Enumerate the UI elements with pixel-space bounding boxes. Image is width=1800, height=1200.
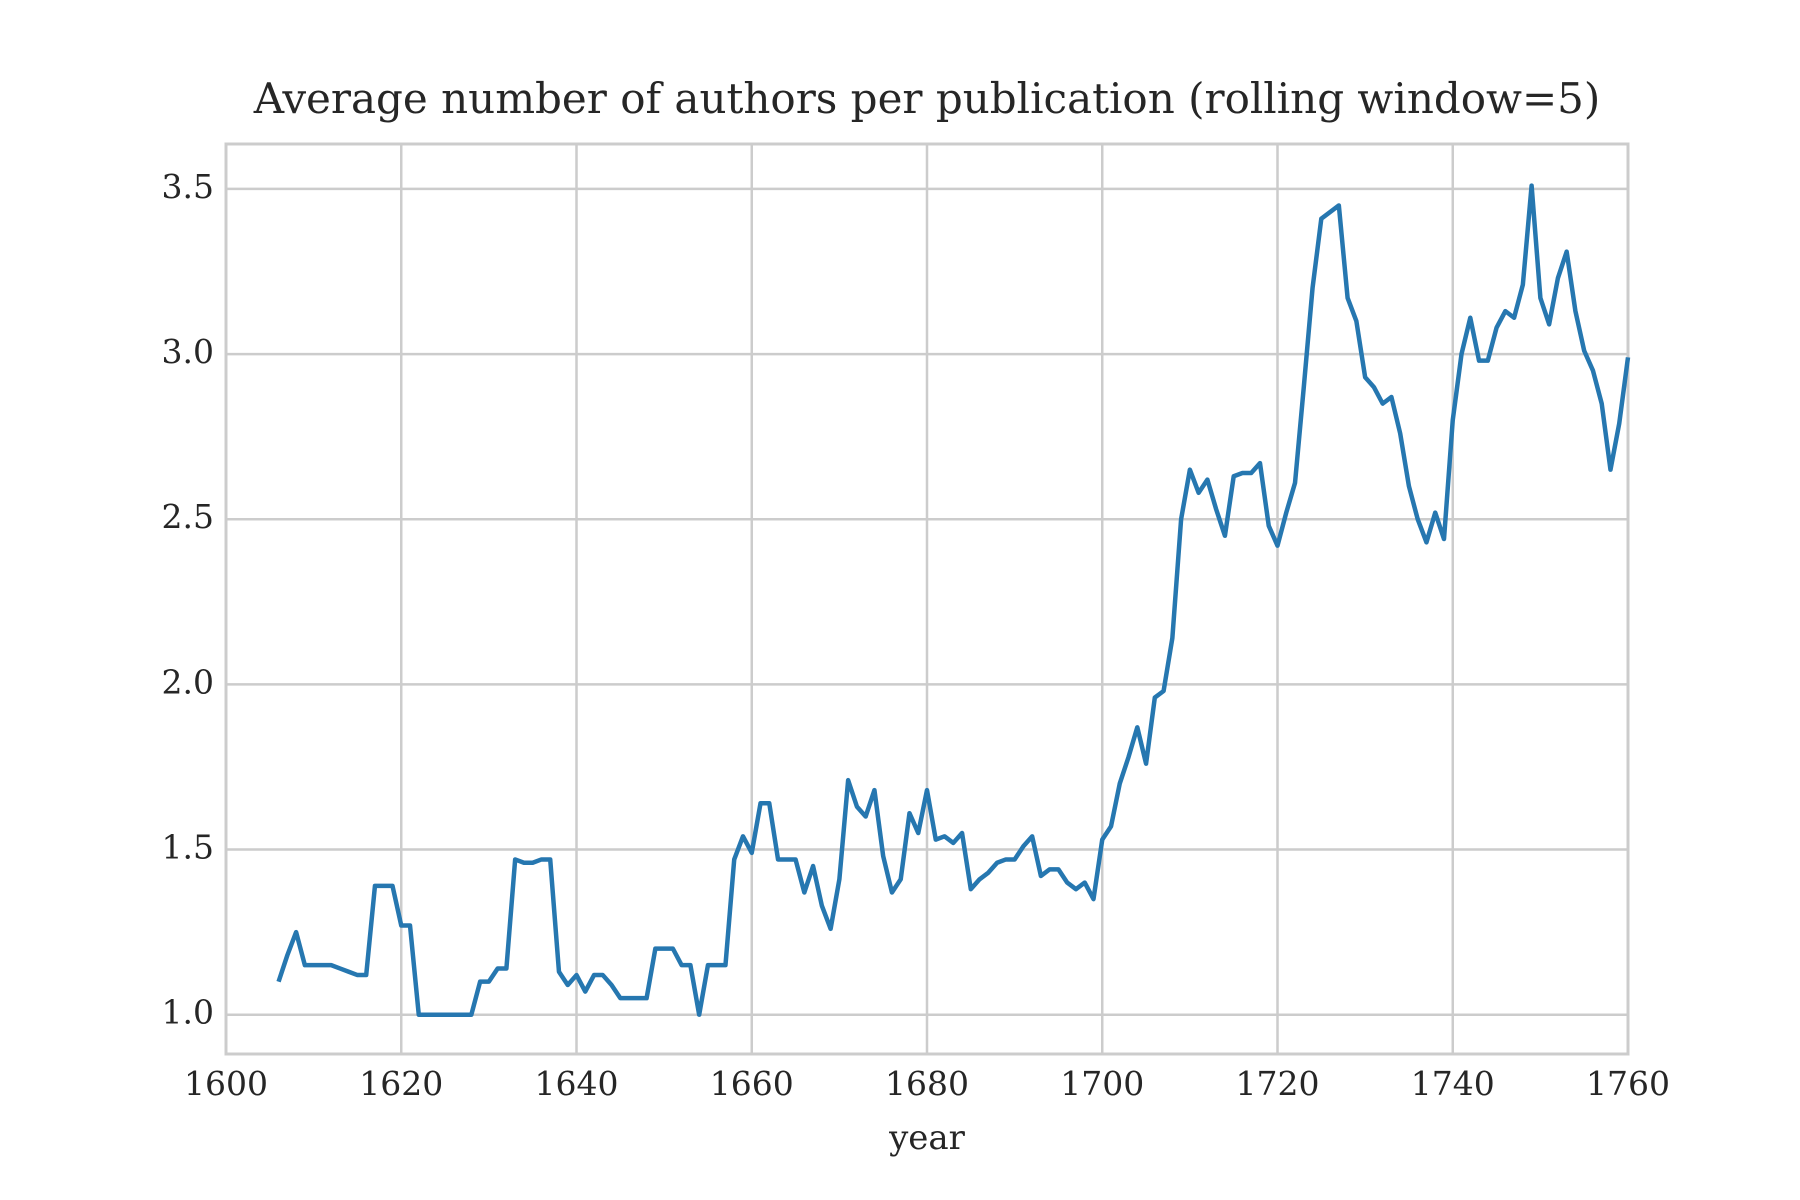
- x-tick-label: 1720: [1236, 1064, 1320, 1103]
- x-tick-label: 1680: [885, 1064, 969, 1103]
- x-tick-label: 1640: [535, 1064, 619, 1103]
- y-tick-label: 2.0: [162, 662, 214, 701]
- y-tick-label: 1.0: [162, 993, 214, 1032]
- x-tick-label: 1760: [1586, 1064, 1670, 1103]
- x-tick-label: 1740: [1411, 1064, 1495, 1103]
- y-tick-label: 3.0: [162, 332, 214, 371]
- x-tick-label: 1600: [184, 1064, 268, 1103]
- chart-title: Average number of authors per publicatio…: [253, 74, 1601, 123]
- data-line: [276, 183, 1631, 1017]
- x-tick-label: 1660: [710, 1064, 794, 1103]
- plot-frame: [224, 142, 1630, 1056]
- x-tick-label: 1700: [1060, 1064, 1144, 1103]
- y-tick-label: 3.5: [162, 167, 214, 206]
- x-tick-label: 1620: [359, 1064, 443, 1103]
- y-tick-label: 2.5: [162, 497, 214, 536]
- x-axis-label: year: [888, 1118, 966, 1158]
- y-tick-label: 1.5: [162, 828, 214, 867]
